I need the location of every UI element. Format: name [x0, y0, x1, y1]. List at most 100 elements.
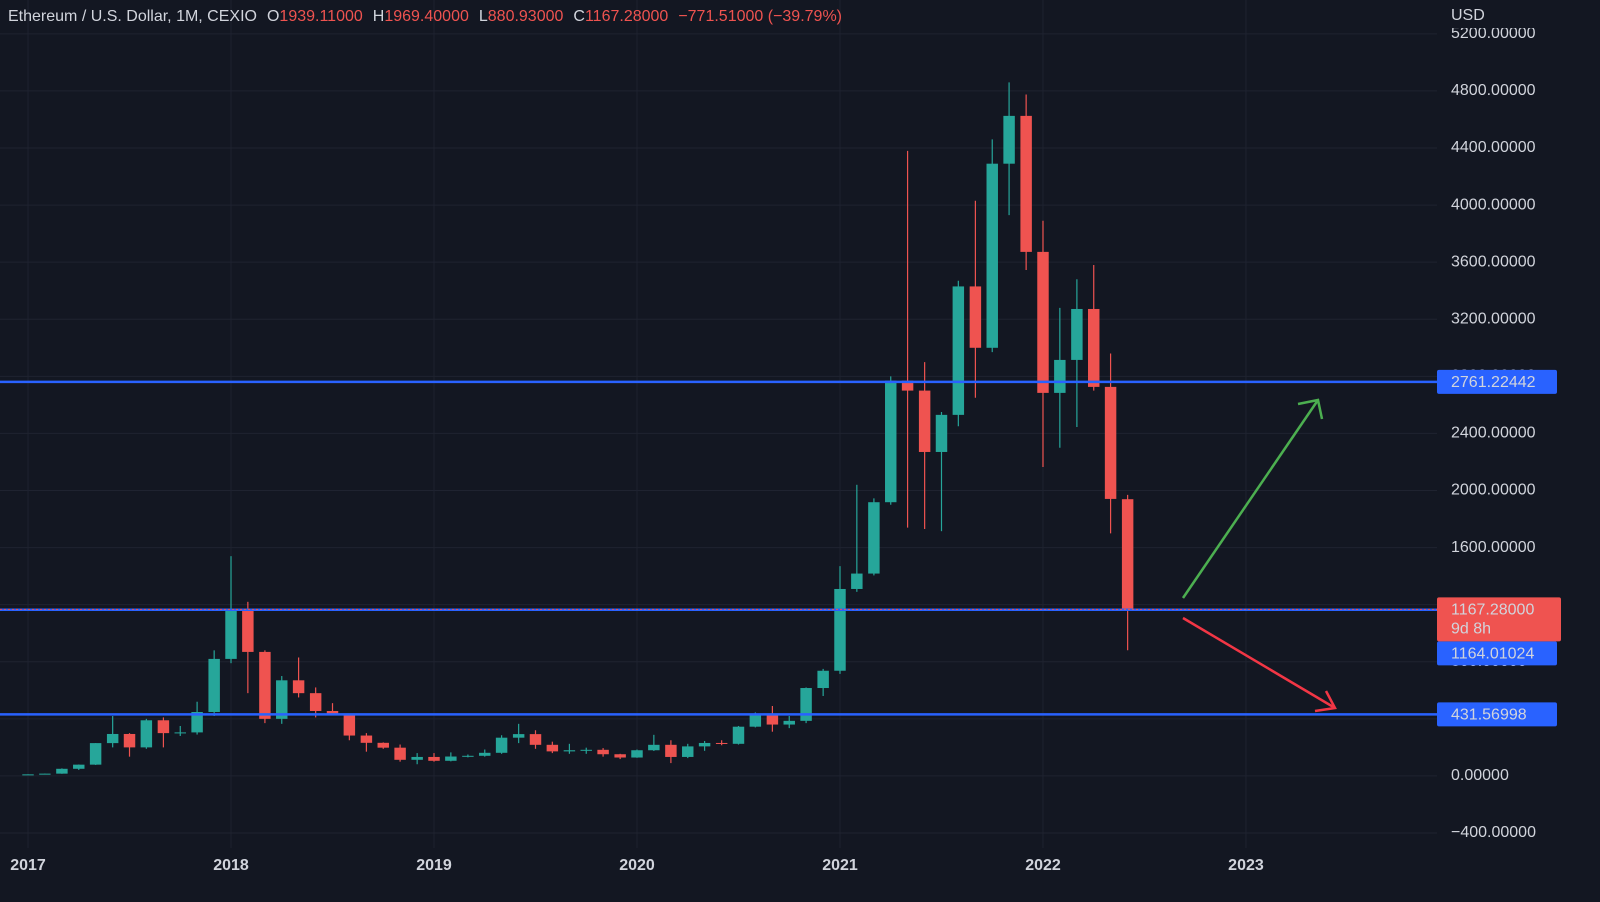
- price-lines: [0, 380, 1437, 716]
- grid: [0, 0, 1437, 848]
- candle-body: [39, 773, 51, 775]
- candle-body: [191, 711, 203, 733]
- ohlc-value: 880.93000: [487, 8, 564, 25]
- y-tick-label: 5200.00000: [1451, 25, 1536, 42]
- ohlc-value: 1969.40000: [384, 8, 469, 25]
- candle-body: [901, 380, 914, 391]
- candle-body: [986, 163, 998, 348]
- candle-body: [1121, 499, 1134, 610]
- candle-body: [631, 750, 643, 758]
- price-label-bg: [1437, 702, 1557, 727]
- candle-body: [157, 720, 170, 734]
- price-axis: −400.000000.00000400.00000800.000001200.…: [1437, 25, 1561, 841]
- candle-body: [411, 756, 423, 760]
- candle-body: [462, 755, 474, 757]
- annotation-arrows: [1181, 398, 1337, 713]
- candle-body: [648, 744, 660, 751]
- candle-body: [259, 651, 271, 719]
- candle-body: [326, 710, 339, 715]
- candle-body: [208, 658, 220, 712]
- x-tick-label: 2020: [619, 857, 655, 874]
- candle-body: [1088, 308, 1100, 387]
- up-arrow-head: [1297, 398, 1324, 420]
- ohlc-key: C: [573, 8, 585, 25]
- x-tick-label: 2023: [1228, 857, 1264, 874]
- candle-body: [935, 414, 948, 452]
- candle-body: [715, 742, 728, 744]
- ohlc-key: L: [478, 8, 488, 25]
- change: −771.51000 (−39.79%): [678, 8, 842, 25]
- candle-body: [140, 720, 153, 748]
- unit-bg: [1437, 0, 1600, 28]
- candle-body: [22, 774, 34, 776]
- candle-body: [868, 502, 880, 574]
- candle-body: [614, 754, 626, 758]
- candle-body: [969, 286, 982, 348]
- candle-body: [479, 752, 491, 756]
- price-label-bg: [1437, 369, 1557, 394]
- candle-body: [851, 573, 863, 589]
- candle-body: [106, 733, 119, 744]
- candle-body: [123, 733, 136, 748]
- candle-body: [445, 756, 457, 761]
- candle-body: [377, 742, 389, 748]
- candles: [22, 82, 1134, 776]
- ohlc: O1939.11000 H1969.40000 L880.93000 C1167.28…: [257, 8, 668, 25]
- candle-body: [73, 764, 85, 769]
- price-label: 1164.01024: [1451, 646, 1534, 663]
- down-arrow-head: [1314, 690, 1337, 713]
- unit-label: USD: [1451, 7, 1485, 24]
- candle-body: [597, 749, 609, 755]
- candle-body: [732, 726, 745, 744]
- ohlc-key: O: [266, 8, 280, 25]
- candle-body: [546, 744, 559, 752]
- candle-body: [1037, 251, 1049, 393]
- candle-body: [952, 286, 965, 415]
- candle-body: [89, 743, 102, 765]
- y-tick-label: 4400.00000: [1451, 139, 1536, 156]
- y-tick-label: 4800.00000: [1451, 82, 1536, 99]
- x-tick-label: 2019: [416, 857, 452, 874]
- candle-body: [529, 734, 542, 745]
- y-tick-label: 4000.00000: [1451, 196, 1536, 213]
- y-tick-label: 3600.00000: [1451, 253, 1536, 270]
- candle-body: [834, 588, 846, 671]
- price-label: 431.56998: [1451, 707, 1527, 724]
- x-tick-label: 2021: [822, 857, 858, 874]
- ohlc-key: H: [372, 8, 385, 25]
- candle-body: [56, 768, 68, 774]
- candle-body: [495, 737, 508, 753]
- x-tick-label: 2017: [10, 857, 46, 874]
- candle-body: [563, 750, 576, 752]
- candle-body: [394, 747, 406, 760]
- candle-body: [1054, 359, 1066, 393]
- ohlc-value: 1939.11000: [279, 8, 363, 25]
- candle-body: [783, 720, 795, 725]
- ohlc-value: 1167.28000: [584, 8, 669, 25]
- y-tick-label: 2400.00000: [1451, 425, 1536, 442]
- candle-body: [918, 390, 931, 452]
- candle-body: [292, 680, 305, 694]
- candle-body: [766, 714, 779, 725]
- candle-body: [309, 693, 322, 711]
- candle-body: [885, 380, 897, 503]
- down-arrow: [1182, 616, 1336, 710]
- candle-body: [174, 732, 186, 734]
- x-tick-label: 2018: [213, 857, 249, 874]
- candle-body: [665, 744, 677, 757]
- price-label: 2761.22442: [1451, 374, 1536, 391]
- candle-body: [1071, 308, 1083, 360]
- last-price-label: 1167.28000: [1451, 602, 1534, 619]
- symbol: Ethereum / U.S. Dollar, 1M, CEXIO: [8, 8, 257, 25]
- y-tick-label: −400.00000: [1451, 824, 1536, 841]
- candle-body: [580, 749, 592, 751]
- candle-body: [428, 756, 440, 761]
- y-tick-label: 0.00000: [1451, 767, 1509, 784]
- candle-body: [276, 680, 288, 719]
- x-tick-label: 2022: [1025, 857, 1061, 874]
- candle-body: [698, 742, 711, 747]
- candle-body: [360, 735, 373, 743]
- last-price-bg: [1437, 597, 1561, 642]
